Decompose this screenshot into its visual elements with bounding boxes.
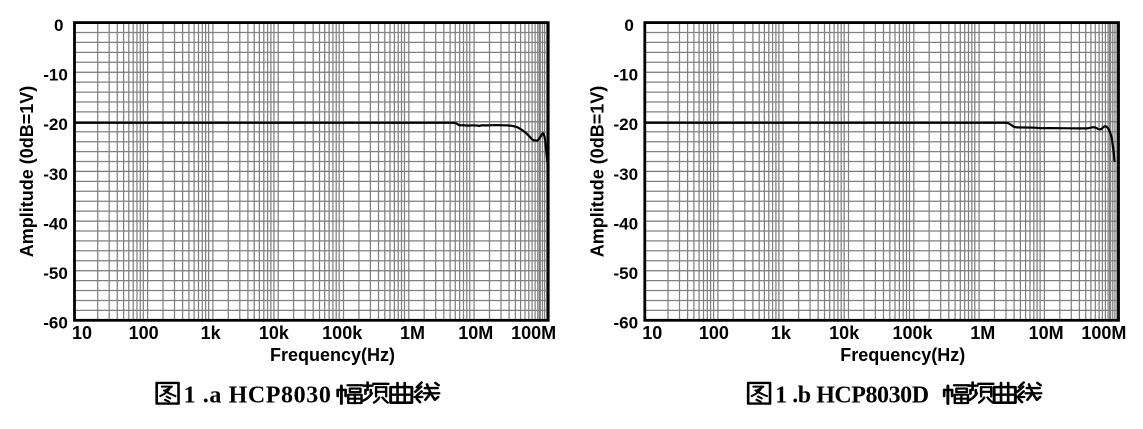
svg-text:10: 10 [72,323,92,343]
svg-text:100M: 100M [511,323,556,343]
svg-text:100M: 100M [1081,323,1126,343]
svg-text:-10: -10 [614,66,639,85]
svg-text:100: 100 [699,323,729,343]
svg-text:-50: -50 [43,264,68,283]
svg-text:Frequency(Hz): Frequency(Hz) [270,345,395,365]
svg-text:10M: 10M [458,323,493,343]
svg-text:Frequency(Hz): Frequency(Hz) [840,345,965,365]
svg-text:10k: 10k [829,323,860,343]
svg-text:-50: -50 [614,264,639,283]
svg-text:1k: 1k [771,323,792,343]
svg-text:10k: 10k [259,323,290,343]
svg-text:-40: -40 [43,214,68,233]
svg-text:10M: 10M [1029,323,1064,343]
svg-text:-60: -60 [43,314,68,333]
svg-text:-10: -10 [43,66,68,85]
svg-text:-30: -30 [614,165,639,184]
svg-text:-20: -20 [43,115,68,134]
svg-text:-30: -30 [43,165,68,184]
svg-text:-40: -40 [614,214,639,233]
svg-text:Amplitude (0dB=1V): Amplitude (0dB=1V) [17,86,37,258]
svg-text:1M: 1M [970,323,995,343]
svg-text:Amplitude (0dB=1V): Amplitude (0dB=1V) [588,86,608,258]
svg-text:0: 0 [54,16,63,35]
svg-text:1 .a HCP8030: 1 .a HCP8030 [184,383,332,409]
svg-text:1 .b HCP8030D: 1 .b HCP8030D [775,383,929,409]
svg-text:-20: -20 [614,115,639,134]
svg-text:1M: 1M [400,323,425,343]
svg-text:100k: 100k [322,323,363,343]
svg-text:-60: -60 [614,314,639,333]
svg-text:10: 10 [642,323,662,343]
svg-text:0: 0 [624,16,633,35]
svg-text:100k: 100k [892,323,933,343]
svg-text:1k: 1k [201,323,222,343]
svg-text:100: 100 [129,323,159,343]
